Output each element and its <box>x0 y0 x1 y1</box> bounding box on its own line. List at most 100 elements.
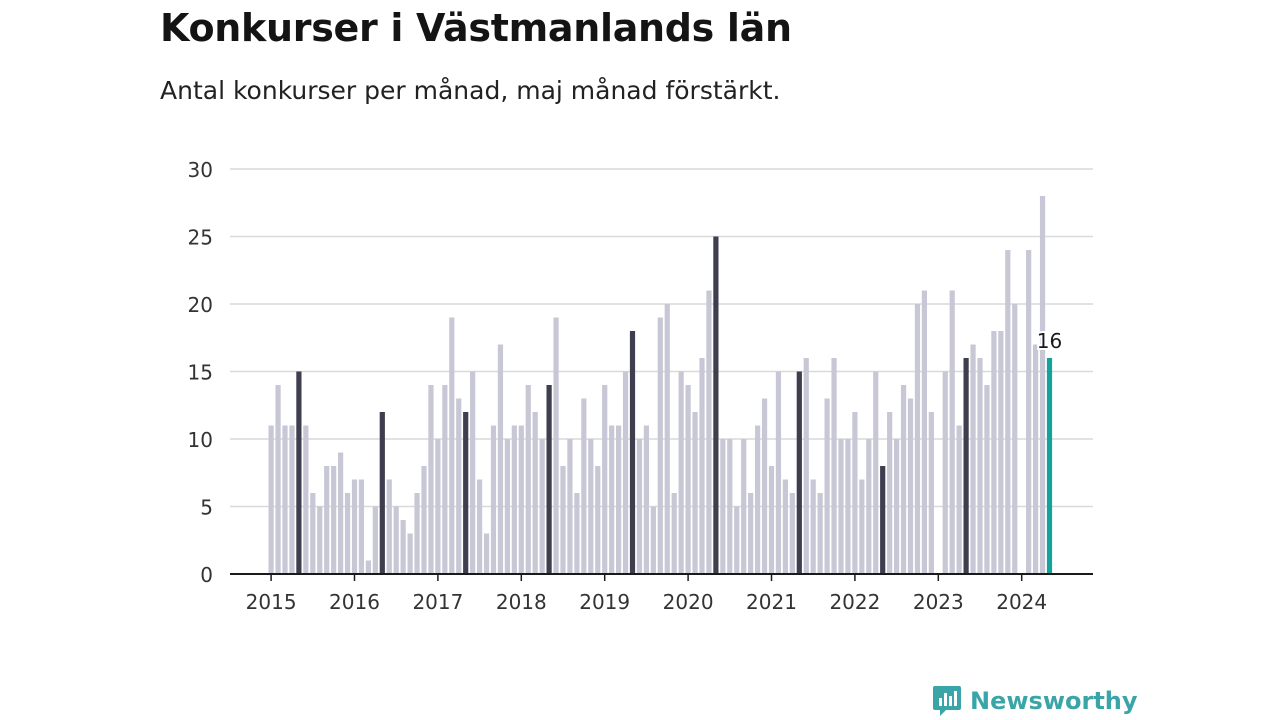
bar <box>442 385 448 574</box>
bar <box>324 466 330 574</box>
y-tick-label: 20 <box>188 293 213 317</box>
brand-name: Newsworthy <box>970 687 1138 715</box>
bar <box>407 533 413 574</box>
bar <box>970 344 976 574</box>
bar <box>768 466 775 574</box>
bar <box>567 439 573 574</box>
bar <box>428 385 434 574</box>
bar <box>303 425 309 574</box>
bar-chart: 0 5 10 15 20 25 30 2015 2016 2017 2018 2019 2020 202… <box>188 158 1093 614</box>
bar <box>942 371 948 574</box>
bar <box>344 493 351 574</box>
bar <box>560 466 566 574</box>
bar <box>539 439 545 574</box>
bar <box>956 425 962 574</box>
bar <box>546 385 552 574</box>
bar <box>887 412 893 574</box>
x-tick-label: 2020 <box>663 590 714 614</box>
bar <box>977 358 983 574</box>
latest-value-label: 16 <box>1037 329 1062 353</box>
bar <box>949 290 955 574</box>
bar <box>310 493 316 574</box>
x-tick-label: 2015 <box>246 590 297 614</box>
bar <box>880 466 886 574</box>
y-tick-label: 5 <box>200 496 213 520</box>
bar <box>331 466 337 574</box>
bar <box>595 466 601 574</box>
bar <box>713 236 719 574</box>
bar <box>1033 344 1039 574</box>
bar <box>845 439 851 574</box>
bar <box>664 304 670 574</box>
bar <box>755 425 761 574</box>
y-tick-label: 15 <box>188 361 213 385</box>
bar <box>581 398 587 574</box>
bar <box>873 371 879 574</box>
bar <box>574 493 580 574</box>
bar <box>588 439 594 574</box>
bar <box>414 493 420 574</box>
y-tick-label: 30 <box>188 158 213 182</box>
bar <box>275 385 281 574</box>
bar <box>817 493 823 574</box>
bar <box>511 425 517 574</box>
bar <box>775 371 782 574</box>
bar <box>616 425 622 574</box>
bar <box>963 358 969 574</box>
bar <box>831 358 837 574</box>
bar <box>602 385 608 574</box>
bar <box>525 385 531 574</box>
y-tick-label: 0 <box>200 563 213 587</box>
bar <box>470 371 476 574</box>
bar <box>365 560 371 574</box>
bar <box>900 385 907 574</box>
brand-logo: Newsworthy <box>932 684 1138 718</box>
bar <box>338 452 344 574</box>
bar <box>629 331 636 574</box>
bar <box>268 425 274 574</box>
bars <box>268 196 1053 574</box>
bar <box>532 412 538 574</box>
bar <box>741 439 747 574</box>
bar <box>706 290 712 574</box>
bar <box>456 398 462 574</box>
bar <box>803 358 809 574</box>
bar <box>421 466 427 574</box>
bar <box>866 439 872 574</box>
bar <box>782 479 788 574</box>
bar <box>984 385 990 574</box>
bar <box>518 425 524 574</box>
x-tick-label: 2019 <box>579 590 630 614</box>
bar <box>553 317 559 574</box>
bar <box>810 479 816 574</box>
bar <box>692 412 698 574</box>
newsworthy-logo-icon <box>933 686 961 716</box>
bar <box>685 385 691 574</box>
bar <box>393 506 399 574</box>
annotations: 16 <box>1035 327 1064 355</box>
bar <box>490 425 497 574</box>
bar <box>894 439 900 574</box>
bar <box>657 317 663 574</box>
bar <box>463 412 469 574</box>
bar <box>838 439 844 574</box>
bar <box>296 371 302 574</box>
bar <box>650 506 656 574</box>
bar <box>609 425 615 574</box>
x-tick-label: 2024 <box>996 590 1047 614</box>
bar <box>449 317 455 574</box>
x-tick-label: 2016 <box>329 590 380 614</box>
bar <box>289 425 295 574</box>
bar <box>852 412 858 574</box>
bar <box>727 439 733 574</box>
bar <box>477 479 483 574</box>
bar <box>789 493 795 574</box>
bar <box>282 425 288 574</box>
bar <box>671 493 677 574</box>
bar <box>907 398 914 574</box>
bar <box>1005 250 1011 574</box>
bar <box>748 493 754 574</box>
bar <box>497 344 504 574</box>
y-tick-label: 10 <box>188 428 213 452</box>
bar <box>358 479 365 574</box>
